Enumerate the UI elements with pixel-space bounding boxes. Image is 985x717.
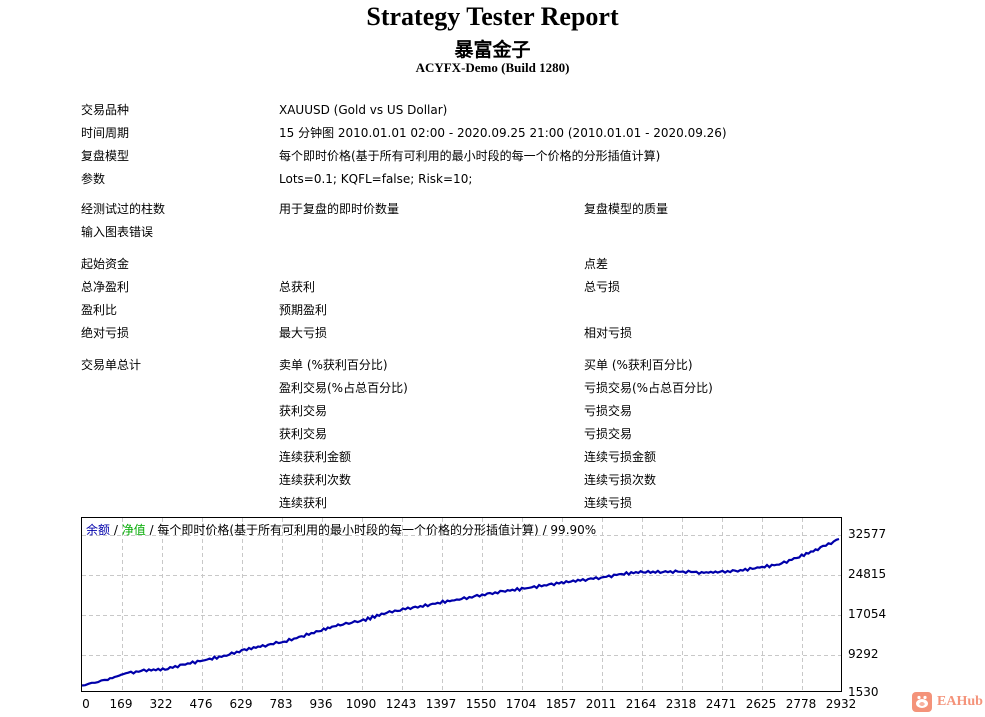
x-tick-label: 0 xyxy=(82,697,90,711)
x-tick-label: 629 xyxy=(229,697,253,711)
x-tick-label: 2011 xyxy=(585,697,617,711)
y-tick-label: 17054 xyxy=(848,607,887,621)
stat-label: 获利交易 xyxy=(279,427,328,441)
legend-separator: / xyxy=(110,523,122,537)
setting-value: 每个即时价格(基于所有可利用的最小时段的每一个价格的分形插值计算) xyxy=(279,149,661,163)
chart-legend: 余额 / 净值 / 每个即时价格(基于所有可利用的最小时段的每一个价格的分形插值… xyxy=(86,521,596,538)
legend-separator: / xyxy=(538,523,551,537)
x-tick-label: 936 xyxy=(309,697,333,711)
y-tick-label: 24815 xyxy=(848,567,887,581)
expert-name: 暴富金子 xyxy=(454,39,531,61)
x-tick-label: 1550 xyxy=(465,697,497,711)
stat-label: 亏损交易 xyxy=(584,404,633,418)
legend-separator: / xyxy=(145,523,158,537)
x-tick-label: 783 xyxy=(269,697,293,711)
stat-label: 起始资金 xyxy=(81,257,130,271)
balance-chart: 余额 / 净值 / 每个即时价格(基于所有可利用的最小时段的每一个价格的分形插值… xyxy=(81,517,842,692)
x-tick-label: 2932 xyxy=(825,697,857,711)
chart-plot xyxy=(82,518,841,691)
stat-label: 复盘模型的质量 xyxy=(584,202,669,216)
x-tick-label: 2318 xyxy=(665,697,697,711)
x-tick-label: 1397 xyxy=(425,697,457,711)
watermark-text: EAHub xyxy=(937,694,983,709)
stat-label: 用于复盘的即时价数量 xyxy=(279,202,400,216)
stat-label: 预期盈利 xyxy=(279,303,328,317)
x-tick-label: 322 xyxy=(149,697,173,711)
x-tick-label: 1090 xyxy=(345,697,377,711)
stat-label: 连续获利金额 xyxy=(279,450,352,464)
x-tick-label: 2164 xyxy=(625,697,657,711)
server-build: ACYFX-Demo (Build 1280) xyxy=(415,60,570,75)
x-tick-label: 2471 xyxy=(705,697,737,711)
legend-equity: 净值 xyxy=(121,523,146,537)
stat-label: 买单 (%获利百分比) xyxy=(584,358,693,372)
x-tick-label: 2625 xyxy=(745,697,777,711)
stat-label: 经测试过的柱数 xyxy=(81,202,166,216)
stat-label: 总获利 xyxy=(279,280,316,294)
x-tick-label: 2778 xyxy=(785,697,817,711)
stat-label: 盈利比 xyxy=(81,303,118,317)
setting-label: 参数 xyxy=(81,172,106,186)
watermark: EAHub xyxy=(912,692,983,712)
stat-label: 盈利交易(%占总百分比) xyxy=(279,381,408,395)
y-tick-label: 9292 xyxy=(848,647,879,661)
stat-label: 获利交易 xyxy=(279,404,328,418)
stat-label: 连续亏损金额 xyxy=(584,450,657,464)
stat-label: 交易单总计 xyxy=(81,358,142,372)
stat-label: 亏损交易(%占总百分比) xyxy=(584,381,713,395)
x-tick-label: 1857 xyxy=(545,697,577,711)
stat-label: 连续获利次数 xyxy=(279,473,352,487)
stat-label: 点差 xyxy=(584,257,609,271)
setting-label: 时间周期 xyxy=(81,126,130,140)
x-tick-label: 169 xyxy=(109,697,133,711)
stat-label: 相对亏损 xyxy=(584,326,633,340)
setting-label: 交易品种 xyxy=(81,103,130,117)
stat-label: 最大亏损 xyxy=(279,326,328,340)
x-tick-label: 1704 xyxy=(505,697,537,711)
setting-value: Lots=0.1; KQFL=false; Risk=10; xyxy=(279,172,473,186)
stat-label: 绝对亏损 xyxy=(81,326,130,340)
setting-value: XAUUSD (Gold vs US Dollar) xyxy=(279,103,448,117)
legend-balance: 余额 xyxy=(86,523,111,537)
stat-label: 总亏损 xyxy=(584,280,621,294)
stat-label: 连续获利 xyxy=(279,496,328,510)
x-tick-label: 476 xyxy=(189,697,213,711)
stat-label: 总净盈利 xyxy=(81,280,130,294)
stat-label: 卖单 (%获利百分比) xyxy=(279,358,388,372)
stat-label: 输入图表错误 xyxy=(81,225,154,239)
stat-label: 连续亏损次数 xyxy=(584,473,657,487)
legend-model: 每个即时价格(基于所有可利用的最小时段的每一个价格的分形插值计算) xyxy=(157,523,539,537)
stat-label: 亏损交易 xyxy=(584,427,633,441)
stat-label: 连续亏损 xyxy=(584,496,633,510)
setting-value: 15 分钟图 2010.01.01 02:00 - 2020.09.25 21:… xyxy=(279,126,727,140)
setting-label: 复盘模型 xyxy=(81,149,130,163)
report-title: Strategy Tester Report xyxy=(366,2,619,31)
y-tick-label: 32577 xyxy=(848,527,887,541)
legend-quality: 99.90% xyxy=(550,523,597,537)
x-tick-label: 1243 xyxy=(385,697,417,711)
y-tick-label: 1530 xyxy=(848,685,879,699)
piggy-logo-icon xyxy=(912,692,932,712)
